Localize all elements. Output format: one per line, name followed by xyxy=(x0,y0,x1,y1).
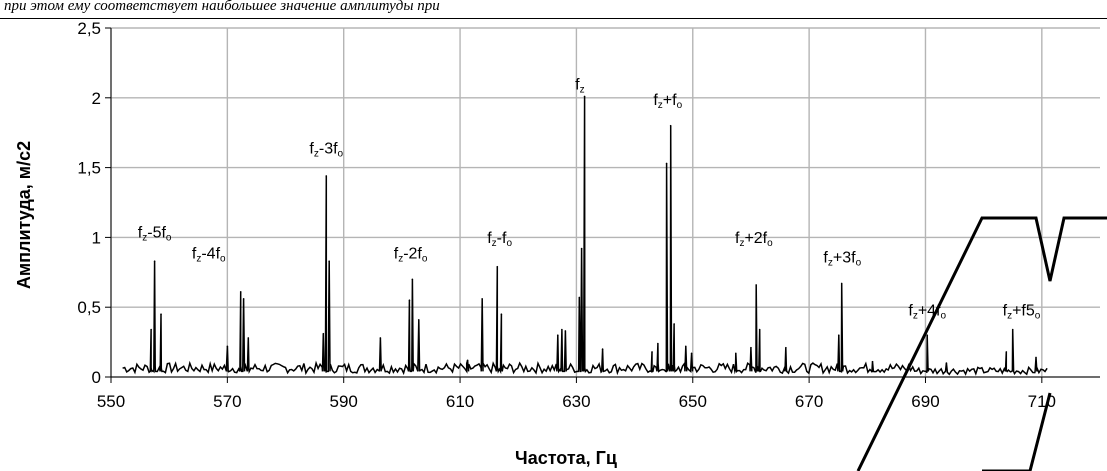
peak-point-16 xyxy=(496,265,499,268)
peak-annotation-5: fz xyxy=(575,76,584,95)
watermark-logo xyxy=(856,216,1107,471)
peak-point-17 xyxy=(500,313,503,315)
peak-annotation-4: fz-fo xyxy=(487,230,512,249)
peak-point-18 xyxy=(556,334,559,336)
peak-annotations: fz-5fo fz-4fo fz-3fo fz-2fo fz-fo fz fz+fo fz+2… xyxy=(138,76,1041,321)
header-caption: при этом ему соответствует наибольшее зн… xyxy=(4,0,440,14)
peak-annotation-2: fz-3fo xyxy=(309,141,343,160)
peak-point-36 xyxy=(785,346,787,349)
peak-annotation-3: fz-2fo xyxy=(394,245,428,264)
peak-point-35 xyxy=(758,328,761,331)
x-tick-label-2: 590 xyxy=(330,392,358,411)
peak-point-38 xyxy=(840,282,843,285)
x-tick-label-8: 710 xyxy=(1028,392,1056,411)
peak-annotation-0: fz-5fo xyxy=(138,224,172,243)
peak-point-26 xyxy=(657,342,659,345)
peak-point-10 xyxy=(379,337,382,339)
peak-point-6 xyxy=(247,337,250,339)
series-layer xyxy=(122,95,1048,376)
peak-annotation-7: fz+2fo xyxy=(735,230,773,249)
y-tick-label-5: 2,5 xyxy=(77,19,101,38)
peak-point-8 xyxy=(325,175,328,177)
y-tick-label-0: 0 xyxy=(92,368,101,387)
peak-point-14 xyxy=(466,359,469,362)
peak-point-21 xyxy=(578,296,581,299)
peak-point-29 xyxy=(673,323,675,325)
peak-point-2 xyxy=(160,313,162,315)
chart-grid xyxy=(110,27,1100,378)
peak-point-7 xyxy=(322,332,325,335)
peak-point-28 xyxy=(669,124,672,127)
peak-point-0 xyxy=(150,328,152,331)
peak-point-33 xyxy=(750,346,752,349)
peak-point-31 xyxy=(690,352,693,355)
peak-point-22 xyxy=(580,247,583,250)
y-axis-title: Амплитуда, м/с2 xyxy=(14,141,34,289)
peak-point-12 xyxy=(411,278,414,281)
peak-point-41 xyxy=(945,362,948,364)
peak-point-25 xyxy=(651,351,653,353)
x-tick-label-6: 670 xyxy=(795,392,823,411)
y-tick-label-3: 1,5 xyxy=(77,159,101,178)
top-text-strip: при этом ему соответствует наибольшее зн… xyxy=(0,0,1107,19)
peak-point-37 xyxy=(837,334,840,336)
peak-point-23 xyxy=(583,95,586,98)
peak-point-34 xyxy=(755,284,757,286)
y-tick-label-1: 0,5 xyxy=(77,298,101,317)
peak-point-9 xyxy=(328,260,330,262)
peak-point-19 xyxy=(561,328,563,331)
peak-point-13 xyxy=(417,318,420,321)
peak-point-44 xyxy=(1035,356,1037,359)
spectrum-line xyxy=(122,96,1048,376)
x-tick-label-1: 570 xyxy=(213,392,241,411)
x-tick-label-0: 550 xyxy=(97,392,125,411)
y-tick-label-2: 1 xyxy=(92,228,101,247)
x-tick-label-3: 610 xyxy=(446,392,474,411)
y-tick-label-4: 2 xyxy=(92,89,101,108)
peak-point-4 xyxy=(239,291,242,293)
peak-annotation-6: fz+fo xyxy=(653,92,682,111)
peak-point-20 xyxy=(564,330,567,332)
peak-point-43 xyxy=(1011,328,1014,331)
peak-point-39 xyxy=(871,360,874,363)
peak-annotation-1: fz-4fo xyxy=(192,245,226,264)
x-tick-label-7: 690 xyxy=(911,392,939,411)
peak-annotation-10: fz+f5o xyxy=(1003,303,1041,322)
peak-point-1 xyxy=(153,260,156,262)
x-tick-label-5: 650 xyxy=(679,392,707,411)
peak-point-30 xyxy=(684,345,687,348)
peak-point-3 xyxy=(226,345,229,348)
peak-point-27 xyxy=(665,162,668,165)
peak-point-15 xyxy=(481,298,483,300)
peak-point-40 xyxy=(926,334,929,336)
peak-point-42 xyxy=(1005,351,1008,353)
peak-annotation-8: fz+3fo xyxy=(823,250,861,269)
peak-point-24 xyxy=(601,348,604,350)
x-axis-title: Частота, Гц xyxy=(515,448,617,468)
peak-point-11 xyxy=(408,299,411,302)
axis-ticks: 550 570 590 610 630 650 670 690 710 0 0,5 1 1,5 2 2,5 xyxy=(77,19,1056,411)
peak-point-32 xyxy=(735,352,737,355)
x-tick-label-4: 630 xyxy=(562,392,590,411)
peak-point-5 xyxy=(242,298,245,300)
